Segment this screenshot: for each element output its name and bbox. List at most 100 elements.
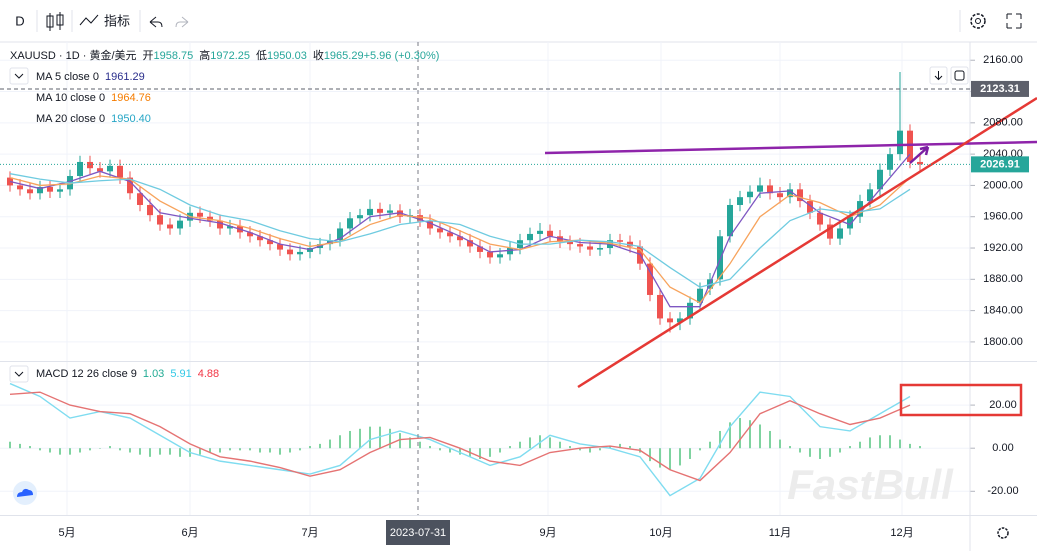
histogram-bar (29, 446, 31, 449)
toolbar: D 指标 (0, 0, 1037, 43)
time-axis: 5月 6月 7月 9月 10月 11月 12月 2023-07-31 (58, 520, 914, 545)
candle-body (887, 154, 893, 170)
candle-body (467, 240, 473, 247)
legend-toggle[interactable] (9, 365, 29, 383)
candle-body (57, 189, 63, 192)
ma-value: 1964.76 (111, 92, 151, 104)
candle-body (27, 189, 33, 194)
histogram-bar (649, 448, 651, 462)
candle-body (77, 161, 83, 177)
candle-body (487, 251, 493, 258)
ohlc-value: 1965.29 (324, 50, 364, 62)
time-label: 11月 (769, 527, 791, 539)
histogram-bar (779, 439, 781, 449)
time-label: 9月 (539, 527, 556, 539)
histogram-bar (809, 448, 811, 457)
candle-body (917, 161, 923, 165)
candle-body (167, 224, 173, 229)
y-tick-label: 20.00 (989, 399, 1017, 411)
candle-body (847, 216, 853, 229)
histogram-bar (309, 446, 311, 449)
y-tick-label: 1800.00 (983, 336, 1023, 348)
fullscreen-button[interactable] (1006, 13, 1022, 29)
ohlc-value: 1958.75 (154, 50, 194, 62)
histogram-bar (39, 448, 41, 451)
candle-body (347, 218, 353, 229)
histogram-bar (909, 443, 911, 449)
candle-body (547, 230, 553, 237)
histogram-bar (749, 420, 751, 449)
histogram-bar (259, 448, 261, 453)
undo-button[interactable] (149, 16, 163, 28)
histogram-bar (179, 448, 181, 457)
histogram-bar (339, 435, 341, 449)
candle-body (117, 165, 123, 178)
histogram-bar (269, 448, 271, 453)
histogram-bar (49, 448, 51, 453)
macd-value: 4.88 (198, 368, 219, 380)
histogram-bar (629, 446, 631, 449)
ohlc-value: +5.96 (+0.30%) (364, 50, 440, 62)
histogram-bar (519, 441, 521, 449)
axis-settings-button[interactable] (997, 527, 1009, 539)
histogram-bar (789, 446, 791, 449)
y-tick-label: 2000.00 (983, 179, 1023, 191)
cloud-button[interactable] (13, 481, 37, 505)
candle-body (697, 288, 703, 303)
histogram-bar (229, 448, 231, 451)
macd-title: MACD 12 26 close 9 (36, 368, 137, 380)
histogram-bar (459, 448, 461, 455)
candle-body (507, 248, 513, 255)
trend-line[interactable] (544, 140, 1037, 155)
candle-body (477, 246, 483, 252)
histogram-bar (869, 437, 871, 449)
candle-body (447, 232, 453, 237)
y-tick-label: 2080.00 (983, 117, 1023, 129)
histogram-bar (669, 448, 671, 470)
macd-line (9, 382, 911, 497)
macd-legend: MACD 12 26 close 9 1.03 5.91 4.88 (36, 368, 219, 380)
chart-type-button[interactable] (46, 12, 64, 31)
symbol-legend: XAUUSD · 1D · 黄金/美元 开1958.75 高1972.25 低1950… (10, 48, 439, 62)
histogram-bar (739, 418, 741, 449)
plot (7, 71, 923, 497)
histogram-bar (609, 446, 611, 449)
scale-buttons[interactable] (929, 66, 969, 85)
candle-body (437, 228, 443, 233)
histogram-bar (289, 448, 291, 453)
candle-body (647, 263, 653, 295)
histogram-bar (9, 441, 11, 449)
macd-value: 1.03 (143, 368, 164, 380)
histogram-bar (499, 448, 501, 453)
legend-toggle[interactable] (9, 67, 29, 85)
y-tick-label: 1880.00 (983, 273, 1023, 285)
symbol-title: XAUUSD · 1D · 黄金/美元 (10, 48, 137, 62)
candle-body (907, 130, 913, 162)
candle-body (667, 318, 673, 323)
histogram-bar (759, 424, 761, 449)
histogram-bar (529, 437, 531, 449)
candle-body (17, 185, 23, 190)
settings-button[interactable] (970, 13, 986, 29)
trend-line[interactable] (577, 96, 1037, 389)
y-tick-label: 1920.00 (983, 242, 1023, 254)
interval-button[interactable]: D (15, 13, 24, 28)
indicator-icon (79, 14, 99, 26)
candle-body (107, 165, 113, 172)
histogram-bar (159, 448, 161, 455)
redo-button[interactable] (175, 16, 189, 28)
histogram-bar (659, 448, 661, 468)
arrow[interactable] (909, 145, 930, 164)
candle-body (357, 215, 363, 219)
candle-body (577, 244, 583, 247)
candle-body (587, 246, 593, 250)
indicators-button[interactable]: 指标 (104, 13, 130, 28)
candle-body (627, 241, 633, 247)
histogram-bar (329, 439, 331, 449)
histogram-bar (589, 448, 591, 453)
ma-value: 1961.29 (105, 71, 145, 83)
histogram-bar (109, 446, 111, 449)
highlight-box[interactable] (899, 383, 1023, 417)
candle-body (147, 204, 153, 216)
toolbar-bg (0, 0, 1037, 42)
